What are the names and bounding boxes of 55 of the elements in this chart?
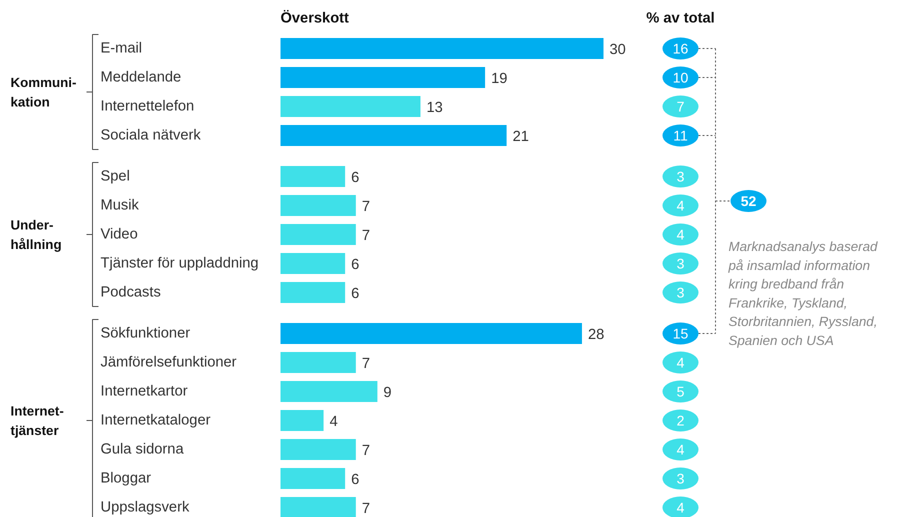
y-tick-label: Video — [100, 226, 138, 242]
data-label: 5 — [676, 384, 685, 400]
data-label: 7 — [362, 199, 370, 215]
data-label: 2 — [676, 412, 685, 428]
y-tick-label: Uppslagsverk — [100, 500, 190, 516]
data-label: 4 — [676, 500, 685, 516]
data-label: 6 — [351, 170, 360, 186]
chart-title: Överskott — [280, 10, 350, 26]
text: Under- hållning — [10, 217, 62, 252]
data-label: 3 — [676, 470, 685, 486]
text: Internet- tjänster — [10, 403, 64, 438]
data-label: 4 — [676, 354, 685, 370]
data-label: 6 — [351, 472, 360, 488]
data-label: 28 — [588, 327, 604, 343]
y-tick-label: Internettelefon — [100, 98, 194, 114]
y-tick-label: Tjänster för uppladdning — [100, 256, 259, 272]
y-tick-label: Musik — [100, 198, 140, 214]
data-label: 19 — [491, 71, 508, 87]
data-label: 4 — [676, 442, 685, 458]
data-label: 4 — [676, 226, 685, 242]
text: 52 — [740, 193, 756, 209]
y-tick-label: Sociala nätverk — [100, 128, 202, 144]
data-label: 3 — [676, 284, 685, 300]
text: Marknadsanalys baserad på insamlad information kring bredband från Frankrike, Tyskland, Storbritannien, Ryssland, Spanien och USA — [728, 239, 878, 348]
data-label: 13 — [426, 100, 443, 116]
data-label: 7 — [362, 501, 370, 517]
data-label: 7 — [676, 98, 685, 114]
data-label: 6 — [351, 257, 360, 273]
data-label: 3 — [676, 168, 685, 184]
data-label: 16 — [672, 40, 688, 56]
data-label: 11 — [673, 128, 688, 144]
data-label: 4 — [676, 198, 685, 214]
y-tick-label: Internetkataloger — [100, 412, 211, 428]
text: % av total — [646, 10, 715, 26]
data-label: 15 — [672, 326, 688, 342]
data-label: 7 — [362, 443, 370, 459]
data-label: 7 — [362, 228, 370, 244]
y-tick-label: Bloggar — [100, 470, 152, 486]
data-label: 21 — [512, 129, 529, 145]
y-tick-label: Internetkartor — [100, 384, 188, 400]
data-label: 30 — [610, 42, 626, 58]
y-tick-label: Meddelande — [100, 70, 182, 86]
data-label: 4 — [330, 414, 338, 430]
data-label: 3 — [676, 256, 685, 272]
data-label: 7 — [362, 356, 370, 372]
y-tick-label: Sökfunktioner — [100, 326, 190, 342]
data-label: 6 — [351, 286, 360, 302]
y-tick-label: E-mail — [100, 40, 142, 56]
y-tick-label: Gula sidorna — [100, 442, 184, 458]
y-tick-label: Spel — [100, 168, 130, 184]
text: Kommuni- kation — [10, 74, 76, 110]
data-label: 10 — [672, 70, 688, 86]
y-tick-label: Jämförelsefunktioner — [100, 354, 237, 370]
data-label: 9 — [383, 385, 392, 401]
y-tick-label: Podcasts — [100, 284, 161, 300]
